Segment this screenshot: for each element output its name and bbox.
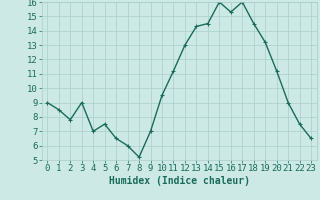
X-axis label: Humidex (Indice chaleur): Humidex (Indice chaleur) bbox=[109, 176, 250, 186]
